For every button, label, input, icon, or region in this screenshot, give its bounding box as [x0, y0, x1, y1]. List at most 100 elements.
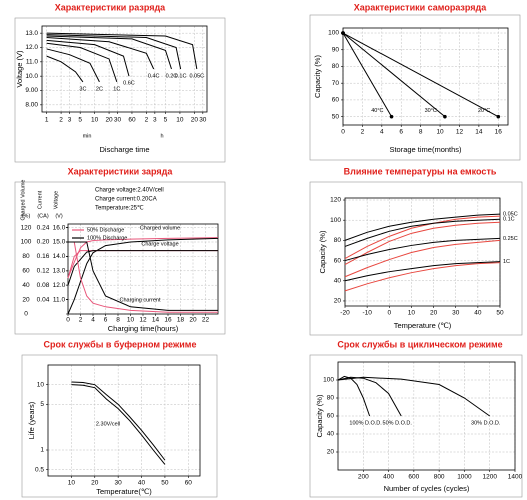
y-tick-label: 20: [22, 296, 30, 303]
x-tick-label: 0: [66, 317, 70, 324]
y-tick-label: 12.0: [53, 282, 66, 289]
y-tick-label: 12.0: [25, 44, 38, 51]
x-tick-label: 4: [380, 129, 384, 136]
x-tick-label: 20: [191, 117, 199, 124]
y-tick-label: 11.0: [26, 59, 39, 66]
series-label: 100% D.O.D.: [349, 420, 382, 426]
x-tick-label: 3: [153, 117, 157, 124]
x-tick-label: 60: [185, 480, 193, 487]
series-line: [342, 32, 446, 118]
x-tick-label: 30: [115, 480, 123, 487]
series-line: [344, 261, 501, 282]
y-axis-label: Charged Volume: [20, 180, 26, 221]
y-axis-label: Capacity (%): [318, 230, 327, 273]
y-tick-label: 60: [332, 97, 340, 104]
chart-title: Характеристики саморазряда: [354, 2, 488, 12]
series-label: 30% D.O.D.: [471, 420, 501, 426]
series-line: [344, 221, 501, 266]
note: Temperature:25℃: [95, 206, 144, 212]
y-tick-label: 5: [40, 401, 44, 408]
x-tick-label: 2: [59, 117, 63, 124]
y-tick-label: 60: [334, 257, 342, 264]
y-tick-label: 8.00: [25, 102, 38, 109]
x-tick-label: 2: [145, 117, 149, 124]
y-tick-label: 80: [327, 395, 335, 402]
y-tick-label: 16.0: [53, 224, 66, 231]
annotation: h: [160, 133, 163, 139]
data-point: [341, 31, 345, 35]
x-axis-label: Temperature(℃): [96, 487, 152, 496]
x-axis-label: Storage time(months): [389, 145, 462, 154]
x-tick-label: 2: [79, 317, 83, 324]
series-line: [71, 381, 166, 461]
legend-label: 50% Discharge: [87, 227, 124, 233]
x-tick-label: 0: [387, 310, 391, 317]
y-axis-unit: (CA): [37, 213, 48, 219]
y-tick-label: 20: [334, 298, 342, 305]
plot-area: [47, 364, 201, 477]
x-tick-label: 30: [452, 310, 460, 317]
series-label: 0.25C: [503, 236, 518, 242]
x-tick-label: 12: [456, 129, 464, 136]
series-line: [67, 237, 219, 279]
y-tick-label: 10: [37, 381, 45, 388]
y-tick-label: 14.0: [53, 253, 66, 260]
series-label: 40°C: [371, 108, 383, 114]
series-line: [342, 32, 499, 118]
x-tick-label: 10: [91, 117, 99, 124]
x-tick-label: 5: [78, 117, 82, 124]
y-tick-label: 0.12: [37, 268, 50, 275]
x-tick-label: 200: [358, 474, 369, 481]
panel-frame: [14, 17, 226, 163]
y-tick-label: 20: [327, 449, 335, 456]
chart-title: Влияние температуры на емкость: [344, 166, 497, 176]
x-tick-label: 30: [199, 117, 207, 124]
x-tick-label: 40: [474, 310, 482, 317]
x-tick-label: 4: [91, 317, 95, 324]
y-tick-label: 13.0: [25, 30, 38, 37]
series-label: 1C: [503, 259, 510, 265]
series-line: [71, 384, 166, 465]
y-axis-label: Voltage (V): [15, 50, 24, 88]
annotation: Charging current: [120, 297, 161, 303]
data-point: [389, 114, 394, 119]
x-tick-label: 16: [495, 129, 503, 136]
series-line: [342, 32, 392, 117]
x-tick-label: 1000: [457, 474, 472, 481]
y-tick-label: 100: [330, 217, 341, 224]
series-line: [337, 376, 491, 417]
y-tick-label: 0.5: [35, 466, 44, 473]
x-tick-label: 3: [68, 117, 72, 124]
x-tick-label: 8: [116, 317, 120, 324]
data-point: [496, 114, 501, 119]
series-label: 30°C: [425, 108, 437, 114]
series-line: [344, 262, 501, 292]
y-tick-label: 40: [327, 431, 335, 438]
series-line: [46, 34, 182, 70]
x-tick-label: 10: [408, 310, 416, 317]
y-tick-label: 60: [327, 413, 335, 420]
x-tick-label: 22: [202, 317, 210, 324]
y-tick-label: 100: [21, 239, 32, 246]
series-line: [344, 218, 501, 247]
y-tick-label: 80: [332, 63, 340, 70]
x-tick-label: 8: [419, 129, 423, 136]
chart-title: Срок службы в буферном режиме: [44, 339, 197, 349]
x-tick-label: 20: [91, 480, 99, 487]
y-axis-label: Capacity (%): [315, 394, 324, 437]
series-line: [337, 375, 371, 417]
y-axis-label: Capacity (%): [313, 55, 322, 98]
y-tick-label: 90: [332, 46, 340, 53]
x-tick-label: 60: [128, 117, 136, 124]
x-tick-label: 10: [127, 317, 135, 324]
x-tick-label: 800: [434, 474, 445, 481]
x-tick-label: 0: [341, 129, 345, 136]
y-axis-unit: (%): [22, 213, 31, 219]
y-tick-label: 50: [332, 113, 340, 120]
x-axis-label: Charging time(hours): [108, 324, 179, 333]
y-tick-label: 120: [330, 197, 341, 204]
series-label: 0.05C: [503, 212, 518, 218]
y-tick-label: 100: [323, 377, 334, 384]
y-tick-label: 80: [334, 237, 342, 244]
y-tick-label: 15.0: [53, 239, 66, 246]
